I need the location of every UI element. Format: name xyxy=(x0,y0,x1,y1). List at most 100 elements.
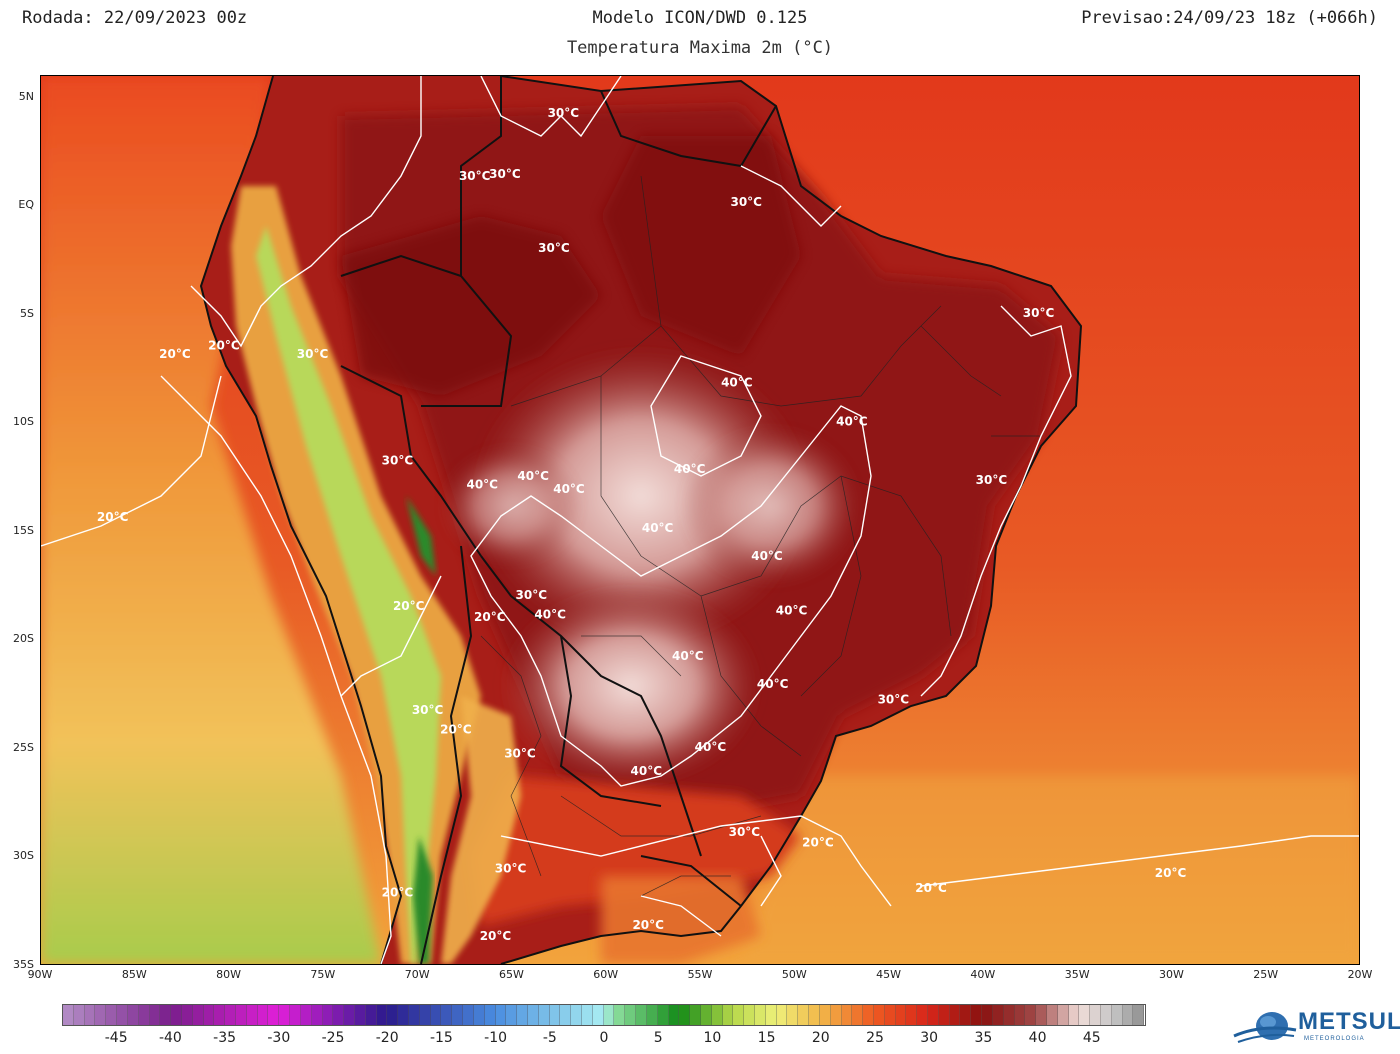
isotherm-label: 40°C xyxy=(721,375,753,389)
colorbar-swatch xyxy=(290,1005,301,1025)
colorbar-swatch xyxy=(873,1005,885,1025)
lat-tick-label: 5S xyxy=(20,306,34,320)
colorbar-swatch xyxy=(257,1005,269,1025)
colorbar-swatch xyxy=(1014,1005,1026,1025)
colorbar-swatch xyxy=(441,1005,453,1025)
colorbar-swatch xyxy=(592,1005,604,1025)
isotherm-label: 40°C xyxy=(517,469,549,483)
colorbar-swatch xyxy=(311,1005,323,1025)
colorbar-tick-label: 10 xyxy=(703,1030,722,1046)
isotherm-label: 20°C xyxy=(474,610,506,624)
isotherm-label: 30°C xyxy=(548,106,580,120)
colorbar-tick-label: -40 xyxy=(158,1030,182,1046)
lon-tick-label: 50W xyxy=(781,968,807,981)
colorbar-swatch xyxy=(625,1005,637,1025)
colorbar-swatch xyxy=(863,1005,874,1025)
isotherm-label: 20°C xyxy=(97,510,129,524)
isotherm-label: 20°C xyxy=(480,929,512,943)
lon-tick-label: 70W xyxy=(404,968,430,981)
colorbar-swatch xyxy=(73,1005,85,1025)
colorbar-swatch xyxy=(852,1005,864,1025)
lon-tick-label: 80W xyxy=(216,968,241,981)
colorbar-tick-label: 15 xyxy=(757,1030,776,1046)
lon-tick-label: 60W xyxy=(593,968,619,981)
colorbar-swatch xyxy=(236,1005,247,1025)
lon-tick-label: 35W xyxy=(1064,968,1090,981)
lon-tick-label: 85W xyxy=(121,968,147,981)
colorbar-swatch xyxy=(181,1005,193,1025)
colorbar-swatch xyxy=(300,1005,312,1025)
colorbar-swatch xyxy=(1057,1005,1069,1025)
isotherm-label: 30°C xyxy=(516,588,548,602)
isotherm-label: 30°C xyxy=(878,692,910,706)
colorbar-swatch xyxy=(1046,1005,1058,1025)
colorbar-swatch xyxy=(538,1005,550,1025)
colorbar-swatch xyxy=(246,1005,258,1025)
lat-tick-label: EQ xyxy=(18,198,34,212)
colorbar-swatch xyxy=(1090,1005,1101,1025)
lon-tick-label: 55W xyxy=(687,968,713,981)
lat-tick-label: 10S xyxy=(13,415,34,429)
isotherm-label: 20°C xyxy=(393,599,425,613)
isotherm-label: 30°C xyxy=(489,167,521,181)
state-borders xyxy=(480,175,1041,897)
colorbar-swatch xyxy=(387,1005,399,1025)
lon-tick-label: 90W xyxy=(27,968,53,981)
colorbar-swatch xyxy=(906,1005,918,1025)
metsul-logo: METSUL METEOROLOGIA xyxy=(1232,1006,1400,1050)
colorbar-tick-label: 40 xyxy=(1028,1030,1047,1046)
isotherm-label: 40°C xyxy=(672,649,704,663)
colorbar-tick-label: -20 xyxy=(375,1030,399,1046)
isotherm-label: 30°C xyxy=(382,454,414,468)
isotherm-label: 40°C xyxy=(553,482,585,496)
colorbar-swatch xyxy=(344,1005,355,1025)
isotherm-label: 30°C xyxy=(495,862,527,876)
isotherm-label: 30°C xyxy=(976,473,1008,487)
colorbar-swatch xyxy=(884,1005,896,1025)
logo-wordmark: METSUL xyxy=(1298,1008,1400,1035)
colorbar-swatch xyxy=(949,1005,961,1025)
colorbar-swatch xyxy=(398,1005,409,1025)
colorbar-swatch xyxy=(365,1005,377,1025)
colorbar-tick-label: -10 xyxy=(484,1030,508,1046)
colorbar-swatch xyxy=(495,1005,507,1025)
colorbar-swatch xyxy=(895,1005,907,1025)
colorbar-swatch xyxy=(809,1005,820,1025)
colorbar-swatch xyxy=(700,1005,712,1025)
colorbar-swatch xyxy=(106,1005,118,1025)
colorbar-swatch xyxy=(138,1005,150,1025)
colorbar-swatch xyxy=(484,1005,496,1025)
isotherm-label: 30°C xyxy=(297,347,329,361)
colorbar-swatch xyxy=(679,1005,691,1025)
isotherm-label: 30°C xyxy=(504,747,536,761)
lat-tick-label: 35S xyxy=(13,958,34,971)
colorbar-swatch xyxy=(798,1005,810,1025)
colorbar-tick-label: 25 xyxy=(866,1030,884,1046)
lon-tick-label: 65W xyxy=(498,968,524,981)
colorbar-swatch xyxy=(992,1005,1004,1025)
isotherm-label: 20°C xyxy=(915,881,947,895)
isotherm-label: 20°C xyxy=(632,918,664,932)
isotherm-label: 40°C xyxy=(776,603,808,617)
colorbar-swatch xyxy=(419,1005,431,1025)
colorbar-swatch xyxy=(409,1005,420,1025)
model-title: Modelo ICON/DWD 0.125 xyxy=(592,8,808,28)
colorbar-tick-label: 5 xyxy=(653,1030,663,1046)
lat-tick-label: 5N xyxy=(18,89,34,103)
colorbar-swatch xyxy=(225,1005,236,1025)
colorbar-swatch xyxy=(1111,1005,1123,1025)
colorbar-swatch xyxy=(1025,1005,1037,1025)
lon-tick-label: 75W xyxy=(310,968,336,981)
lat-tick-label: 25S xyxy=(13,740,34,754)
isotherm-label: 30°C xyxy=(538,241,570,255)
colorbar-swatch xyxy=(938,1005,950,1025)
colorbar-swatch xyxy=(1068,1005,1080,1025)
colorbar-tick-label: 45 xyxy=(1082,1030,1101,1046)
colorbar-swatch xyxy=(452,1005,464,1025)
colorbar-swatch xyxy=(657,1005,669,1025)
colorbar-tick-label: 0 xyxy=(599,1030,609,1046)
colorbar-swatch xyxy=(819,1005,831,1025)
isotherm-label: 40°C xyxy=(534,608,566,622)
globe-icon xyxy=(1233,1012,1297,1043)
colorbar-tick-label: 30 xyxy=(920,1030,939,1046)
